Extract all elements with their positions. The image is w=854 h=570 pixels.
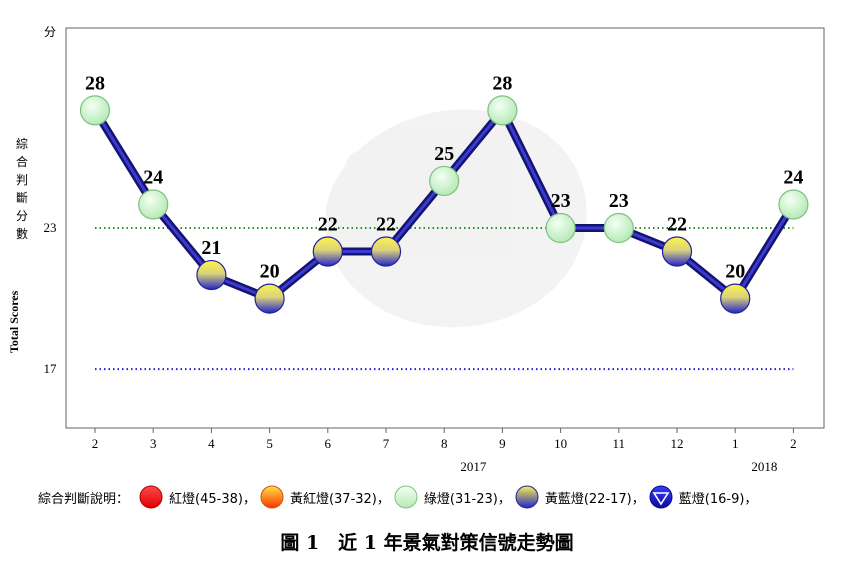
y-axis-label-zh-text: 綜合判斷分數 — [16, 137, 28, 241]
legend-separator: ， — [376, 491, 390, 507]
signal-marker-yellow-blue — [196, 259, 227, 291]
signal-marker-yellow-blue — [312, 236, 343, 267]
yellow-blue-dot-icon — [515, 485, 539, 509]
data-label: 20 — [725, 261, 745, 283]
x-tick-label: 9 — [499, 436, 506, 451]
signal-marker-green — [79, 95, 111, 126]
legend-separator: ， — [497, 491, 511, 507]
signal-marker-yellow-blue — [254, 283, 285, 314]
x-axis-year-labels: 2017 2018 — [460, 459, 777, 474]
signal-marker-yellow-blue — [370, 236, 402, 267]
legend-item-label: 黃藍燈(22-17) — [544, 491, 632, 507]
x-tick-label: 4 — [208, 436, 215, 451]
data-label: 23 — [551, 190, 571, 212]
data-label: 22 — [667, 214, 687, 236]
legend-item-label: 黃紅燈(37-32) — [289, 491, 377, 507]
x-tick-label: 2 — [790, 436, 797, 451]
x-tick-label: 5 — [266, 436, 273, 451]
data-label: 28 — [492, 72, 512, 94]
signal-marker-green — [138, 189, 169, 220]
y-axis-label-zh: 綜合判斷分數 — [16, 137, 28, 241]
legend-item-green: 綠燈(31-23)， — [394, 485, 511, 509]
signal-marker-green — [778, 189, 809, 220]
legend-item-label: 藍燈(16-9) — [678, 491, 745, 507]
signal-marker-green — [603, 212, 634, 244]
legend-separator: ， — [242, 491, 256, 507]
green-dot-icon — [394, 485, 418, 509]
legend-item-label: 綠燈(31-23) — [423, 491, 498, 507]
red-dot-icon — [139, 485, 163, 509]
legend: 綜合判斷說明： 紅燈(45-38)，黃紅燈(37-32)，綠燈(31-23)，黃… — [38, 484, 761, 510]
data-label: 24 — [783, 166, 803, 188]
data-label: 22 — [318, 214, 338, 236]
x-year-label: 2018 — [751, 459, 777, 474]
legend-item-red: 紅燈(45-38)， — [139, 485, 256, 509]
data-label: 23 — [609, 190, 629, 212]
data-label: 24 — [143, 166, 163, 188]
data-label: 28 — [85, 72, 105, 94]
x-tick-label: 3 — [150, 436, 157, 451]
signal-marker-yellow-blue — [720, 283, 751, 314]
x-tick-label: 10 — [554, 436, 567, 451]
y-tick-label: 17 — [44, 361, 58, 376]
x-tick-label: 2 — [92, 436, 99, 451]
watermark-logo-icon — [325, 109, 587, 328]
y-axis-unit: 分 — [44, 25, 56, 39]
data-label: 25 — [434, 143, 454, 165]
yellow-red-dot-icon — [260, 485, 284, 509]
legend-item-blue: 藍燈(16-9)， — [649, 485, 758, 509]
y-axis-ticks: 23 17 — [44, 220, 58, 376]
blue-triangle-dot-icon — [649, 485, 673, 509]
data-label: 20 — [260, 261, 280, 283]
x-year-label: 2017 — [460, 459, 487, 474]
data-labels: 28 24 21 20 22 22 25 28 23 23 22 20 24 — [85, 72, 803, 282]
x-tick-label: 1 — [732, 436, 739, 451]
series-markers — [79, 95, 809, 314]
reference-lines — [95, 227, 794, 371]
figure-caption: 圖 1 近 1 年景氣對策信號走勢圖 — [280, 532, 574, 554]
x-tick-label: 6 — [325, 436, 332, 451]
legend-item-yellow-red: 黃紅燈(37-32)， — [260, 485, 390, 509]
legend-item-label: 紅燈(45-38) — [169, 491, 243, 507]
x-tick-label: 8 — [441, 436, 448, 451]
signal-marker-green — [545, 212, 576, 244]
y-axis-label-en: Total Scores — [7, 290, 21, 353]
plot-area — [65, 27, 825, 429]
y-tick-label: 23 — [44, 220, 57, 235]
x-axis-ticks: 2 3 4 5 6 7 8 9 10 11 12 1 2 — [92, 428, 797, 451]
data-label: 21 — [201, 237, 221, 259]
x-tick-label: 7 — [383, 436, 390, 451]
signal-marker-yellow-blue — [661, 236, 693, 267]
x-tick-label: 12 — [671, 436, 684, 451]
signal-marker-green — [487, 95, 518, 126]
legend-separator: ， — [631, 491, 645, 507]
legend-title: 綜合判斷說明： — [38, 491, 130, 507]
signal-marker-green — [429, 165, 460, 197]
x-tick-label: 11 — [613, 436, 626, 451]
legend-item-yellow-blue: 黃藍燈(22-17)， — [515, 485, 645, 509]
data-label: 22 — [376, 214, 396, 236]
legend-separator: ， — [744, 491, 758, 507]
